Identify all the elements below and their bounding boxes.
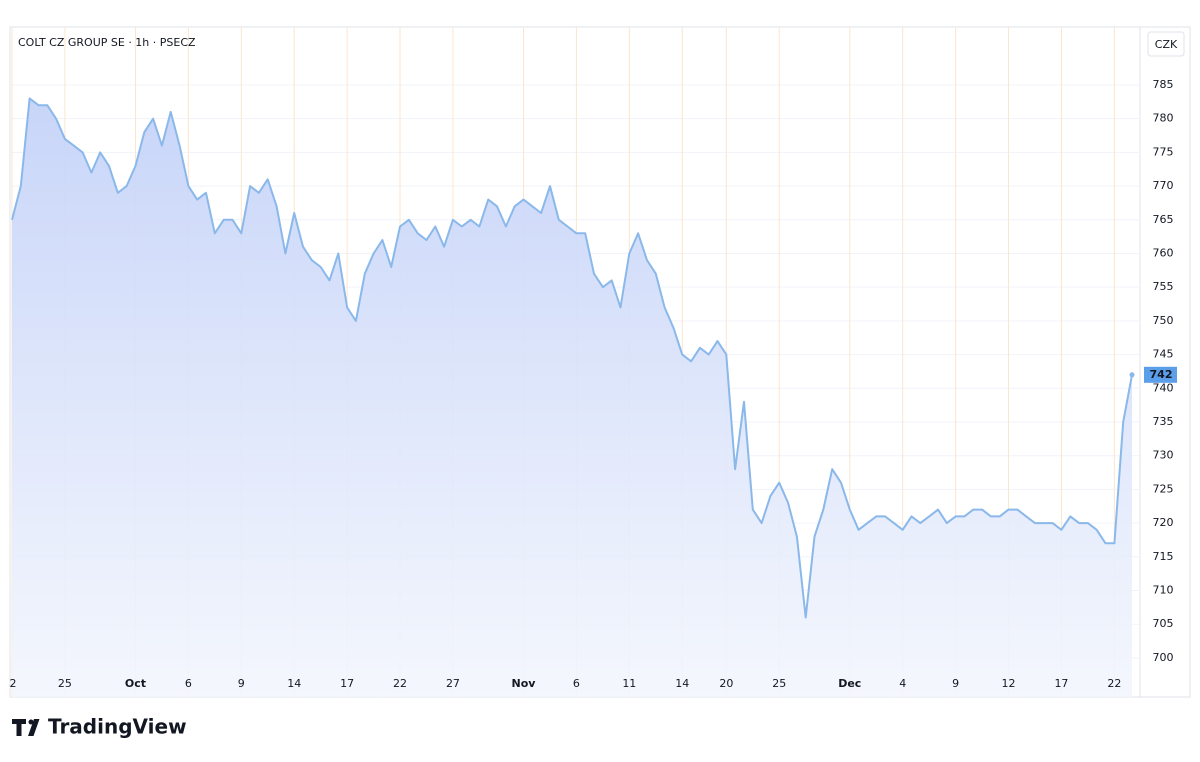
y-tick-label: 745: [1153, 348, 1174, 361]
y-tick-label: 710: [1153, 584, 1174, 597]
x-tick-label: 14: [287, 677, 301, 690]
price-line: [11, 97, 1133, 619]
currency[interactable]: CZK: [1155, 38, 1178, 51]
x-tick-label: 20: [719, 677, 733, 690]
y-tick-label: 700: [1153, 651, 1174, 664]
y-tick-label: 715: [1153, 550, 1174, 563]
x-tick-label: 17: [340, 677, 354, 690]
chart-title: COLT CZ GROUP SE · 1h · PSECZ: [18, 36, 196, 49]
x-tick-label: 17: [1054, 677, 1068, 690]
y-tick-label: 755: [1153, 280, 1174, 293]
y-tick-label: 705: [1153, 617, 1174, 630]
y-tick-label: 770: [1153, 179, 1174, 192]
y-tick-label: 725: [1153, 482, 1174, 495]
x-tick-label: 27: [446, 677, 460, 690]
last-point: [1129, 372, 1135, 378]
x-tick-label: Oct: [125, 677, 146, 690]
last-price-box: [1144, 366, 1177, 383]
area-fill: [12, 98, 1132, 697]
x-tick-label: 14: [675, 677, 689, 690]
x-tick-label: 6: [573, 677, 580, 690]
x-tick-label: Dec: [838, 677, 861, 690]
x-tick-label: 9: [952, 677, 959, 690]
x-tick-label: Nov: [512, 677, 537, 690]
x-tick-label: 25: [772, 677, 786, 690]
x-tick-label: 12: [1002, 677, 1016, 690]
y-tick-label: 720: [1153, 516, 1174, 529]
y-tick-label: 785: [1153, 78, 1174, 91]
x-tick-label: 4: [899, 677, 906, 690]
y-tick-label: 775: [1153, 145, 1174, 158]
currency-box[interactable]: [1147, 31, 1185, 57]
x-tick-label: 11: [622, 677, 636, 690]
y-tick-label: 780: [1153, 112, 1174, 125]
x-tick-label: 25: [58, 677, 72, 690]
x-tick-label: 6: [185, 677, 192, 690]
x-tick-label: 22: [1107, 677, 1121, 690]
y-tick-label: 740: [1153, 381, 1174, 394]
x-tick-label: 9: [238, 677, 245, 690]
brand-logo: [12, 719, 40, 736]
y-tick-label: 750: [1153, 314, 1174, 327]
y-tick-label: 765: [1153, 213, 1174, 226]
y-tick-label: 730: [1153, 449, 1174, 462]
y-tick-label: 735: [1153, 415, 1174, 428]
y-tick-label: 760: [1153, 246, 1174, 259]
last-price-label: 742: [1150, 368, 1173, 381]
x-tick-label: 22: [393, 677, 407, 690]
x-tick-label: 2: [10, 677, 17, 690]
brand: TradingView: [48, 715, 187, 739]
